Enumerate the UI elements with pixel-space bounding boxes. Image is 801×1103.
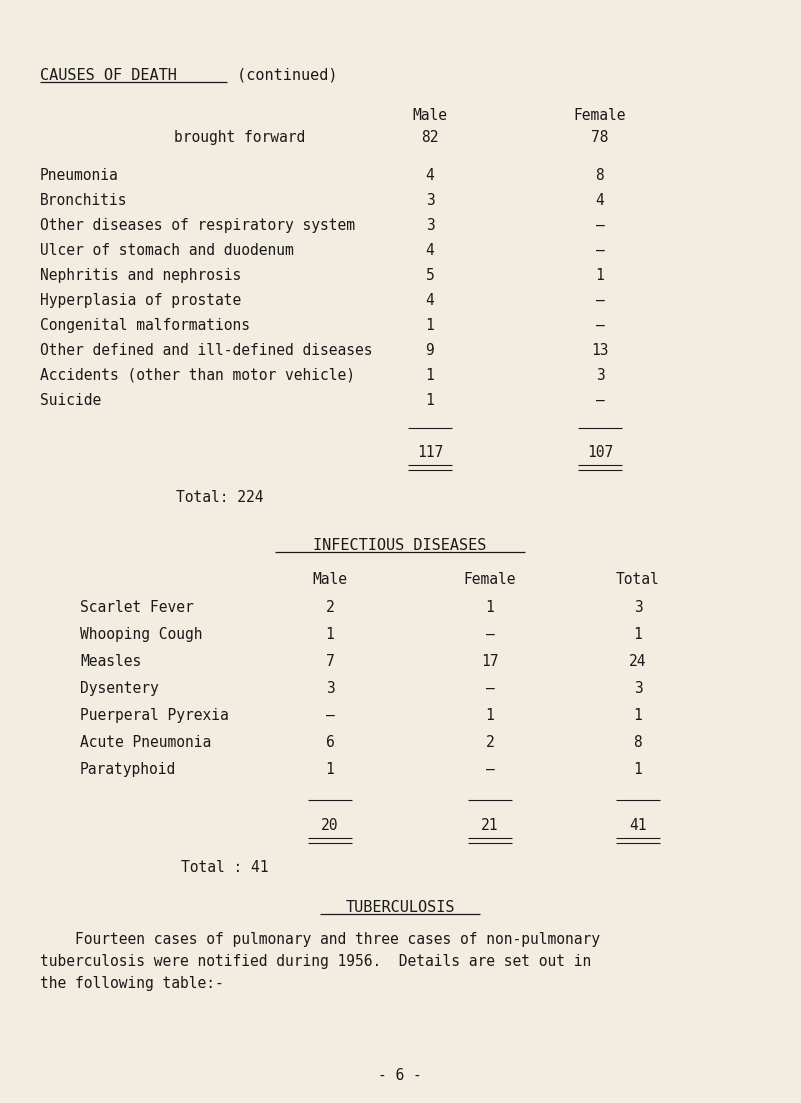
Text: 117: 117: [417, 445, 443, 460]
Text: Scarlet Fever: Scarlet Fever: [80, 600, 194, 615]
Text: Dysentery: Dysentery: [80, 681, 159, 696]
Text: Other diseases of respiratory system: Other diseases of respiratory system: [40, 218, 355, 233]
Text: 3: 3: [326, 681, 334, 696]
Text: 13: 13: [591, 343, 609, 358]
Text: Pneumonia: Pneumonia: [40, 168, 119, 183]
Text: –: –: [326, 708, 334, 722]
Text: Other defined and ill-defined diseases: Other defined and ill-defined diseases: [40, 343, 372, 358]
Text: Whooping Cough: Whooping Cough: [80, 627, 203, 642]
Text: 21: 21: [481, 818, 499, 833]
Text: 78: 78: [591, 130, 609, 144]
Text: 4: 4: [596, 193, 605, 208]
Text: –: –: [485, 762, 494, 777]
Text: Nephritis and nephrosis: Nephritis and nephrosis: [40, 268, 241, 283]
Text: 7: 7: [326, 654, 334, 670]
Text: 1: 1: [485, 708, 494, 722]
Text: 8: 8: [596, 168, 605, 183]
Text: TUBERCULOSIS: TUBERCULOSIS: [345, 900, 455, 915]
Text: 3: 3: [425, 218, 434, 233]
Text: 1: 1: [425, 368, 434, 383]
Text: Total: Total: [616, 572, 660, 587]
Text: 9: 9: [425, 343, 434, 358]
Text: –: –: [596, 393, 605, 408]
Text: 1: 1: [634, 627, 642, 642]
Text: tuberculosis were notified during 1956.  Details are set out in: tuberculosis were notified during 1956. …: [40, 954, 591, 970]
Text: Puerperal Pyrexia: Puerperal Pyrexia: [80, 708, 229, 722]
Text: 5: 5: [425, 268, 434, 283]
Text: 82: 82: [421, 130, 439, 144]
Text: Male: Male: [312, 572, 348, 587]
Text: 1: 1: [596, 268, 605, 283]
Text: 1: 1: [326, 762, 334, 777]
Text: 3: 3: [425, 193, 434, 208]
Text: 1: 1: [326, 627, 334, 642]
Text: 1: 1: [485, 600, 494, 615]
Text: Female: Female: [464, 572, 517, 587]
Text: Male: Male: [413, 108, 448, 124]
Text: 107: 107: [587, 445, 613, 460]
Text: –: –: [596, 318, 605, 333]
Text: 6: 6: [326, 735, 334, 750]
Text: Congenital malformations: Congenital malformations: [40, 318, 250, 333]
Text: 2: 2: [326, 600, 334, 615]
Text: 24: 24: [630, 654, 646, 670]
Text: Fourteen cases of pulmonary and three cases of non-pulmonary: Fourteen cases of pulmonary and three ca…: [40, 932, 600, 947]
Text: –: –: [596, 243, 605, 258]
Text: Hyperplasia of prostate: Hyperplasia of prostate: [40, 293, 241, 308]
Text: 1: 1: [425, 393, 434, 408]
Text: (continued): (continued): [228, 68, 337, 83]
Text: CAUSES OF DEATH: CAUSES OF DEATH: [40, 68, 177, 83]
Text: 4: 4: [425, 243, 434, 258]
Text: 2: 2: [485, 735, 494, 750]
Text: –: –: [596, 218, 605, 233]
Text: 3: 3: [634, 600, 642, 615]
Text: INFECTIOUS DISEASES: INFECTIOUS DISEASES: [313, 538, 487, 553]
Text: Suicide: Suicide: [40, 393, 101, 408]
Text: Ulcer of stomach and duodenum: Ulcer of stomach and duodenum: [40, 243, 294, 258]
Text: Acute Pneumonia: Acute Pneumonia: [80, 735, 211, 750]
Text: 4: 4: [425, 293, 434, 308]
Text: Female: Female: [574, 108, 626, 124]
Text: Bronchitis: Bronchitis: [40, 193, 127, 208]
Text: brought forward: brought forward: [175, 130, 306, 144]
Text: 3: 3: [596, 368, 605, 383]
Text: 1: 1: [425, 318, 434, 333]
Text: 4: 4: [425, 168, 434, 183]
Text: Paratyphoid: Paratyphoid: [80, 762, 176, 777]
Text: 41: 41: [630, 818, 646, 833]
Text: 20: 20: [321, 818, 339, 833]
Text: 8: 8: [634, 735, 642, 750]
Text: 1: 1: [634, 762, 642, 777]
Text: Accidents (other than motor vehicle): Accidents (other than motor vehicle): [40, 368, 355, 383]
Text: 17: 17: [481, 654, 499, 670]
Text: 3: 3: [634, 681, 642, 696]
Text: Total: 224: Total: 224: [176, 490, 264, 505]
Text: –: –: [596, 293, 605, 308]
Text: –: –: [485, 681, 494, 696]
Text: Total : 41: Total : 41: [181, 860, 269, 875]
Text: - 6 -: - 6 -: [378, 1068, 422, 1083]
Text: Measles: Measles: [80, 654, 141, 670]
Text: the following table:-: the following table:-: [40, 976, 223, 990]
Text: –: –: [485, 627, 494, 642]
Text: 1: 1: [634, 708, 642, 722]
